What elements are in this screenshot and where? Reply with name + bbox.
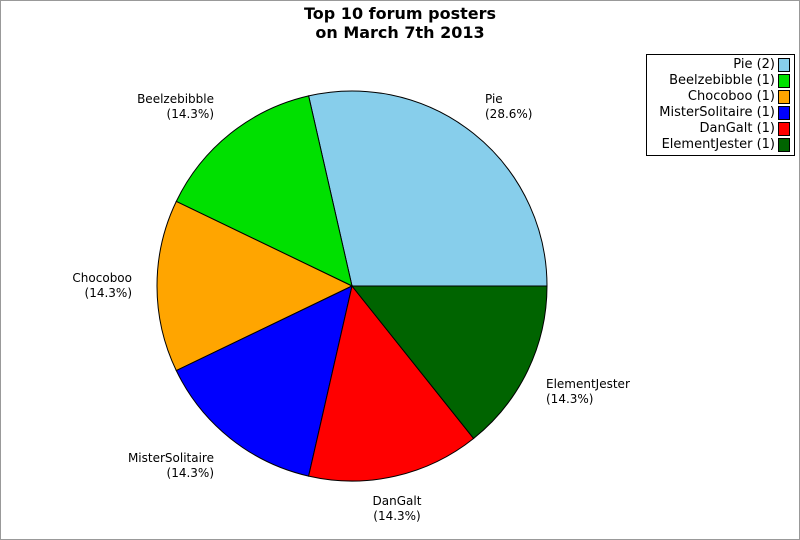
legend-color-swatch bbox=[778, 90, 790, 104]
pie-slice-chocoboo bbox=[156, 200, 354, 372]
legend-item-label: MisterSolitaire (1) bbox=[659, 105, 775, 120]
pie-slice-dangalt bbox=[308, 284, 475, 482]
slice-label-percent: (14.3%) bbox=[546, 392, 594, 406]
legend-item-label: Chocoboo (1) bbox=[687, 89, 775, 104]
legend-item-dangalt: DanGalt (1) bbox=[649, 121, 790, 137]
legend-item-label: Pie (2) bbox=[733, 57, 775, 72]
slice-label-name: MisterSolitaire bbox=[127, 451, 214, 465]
slice-label-dangalt: DanGalt (14.3%) bbox=[373, 494, 422, 524]
chart-title-line-2: on March 7th 2013 bbox=[315, 23, 485, 42]
legend: Pie (2) Beelzebibble (1) Chocoboo (1) Miste… bbox=[646, 54, 795, 156]
legend-color-swatch bbox=[778, 122, 790, 136]
legend-item-chocoboo: Chocoboo (1) bbox=[649, 89, 790, 105]
slice-label-mistersolitaire: MisterSolitaire (14.3%) bbox=[128, 451, 214, 481]
legend-item-label: DanGalt (1) bbox=[699, 121, 775, 136]
slice-label-name: Pie bbox=[485, 92, 503, 106]
legend-color-swatch bbox=[778, 58, 790, 72]
legend-color-swatch bbox=[778, 106, 790, 120]
slice-label-name: ElementJester bbox=[546, 377, 630, 391]
legend-item-label: Beelzebibble (1) bbox=[669, 73, 775, 88]
legend-color-swatch bbox=[778, 138, 790, 152]
slice-label-percent: (28.6%) bbox=[485, 107, 533, 121]
legend-item-elementjester: ElementJester (1) bbox=[649, 137, 790, 153]
legend-item-label: ElementJester (1) bbox=[661, 137, 775, 152]
slice-label-percent: (14.3%) bbox=[84, 286, 132, 300]
pie-slice-pie bbox=[308, 90, 548, 287]
slice-label-pie: Pie (28.6%) bbox=[485, 92, 532, 122]
slice-label-name: DanGalt bbox=[372, 494, 422, 508]
legend-item-beelzebibble: Beelzebibble (1) bbox=[649, 73, 790, 89]
slice-label-percent: (14.3%) bbox=[166, 466, 214, 480]
chart-title: Top 10 forum posters on March 7th 2013 bbox=[1, 4, 799, 42]
slice-label-percent: (14.3%) bbox=[373, 509, 421, 523]
pie-slice-beelzebibble bbox=[175, 95, 353, 287]
legend-item-pie: Pie (2) bbox=[649, 57, 790, 73]
slice-label-beelzebibble: Beelzebibble (14.3%) bbox=[137, 92, 214, 122]
pie-slice-mistersolitaire bbox=[175, 285, 353, 477]
slice-label-elementjester: ElementJester (14.3%) bbox=[546, 377, 630, 407]
legend-color-swatch bbox=[778, 74, 790, 88]
pie-slice-elementjester bbox=[350, 285, 548, 440]
legend-item-mistersolitaire: MisterSolitaire (1) bbox=[649, 105, 790, 121]
slice-label-name: Chocoboo bbox=[72, 271, 132, 285]
slice-label-chocoboo: Chocoboo (14.3%) bbox=[72, 271, 132, 301]
chart-title-line-1: Top 10 forum posters bbox=[304, 4, 496, 23]
slice-label-percent: (14.3%) bbox=[166, 107, 214, 121]
slice-label-name: Beelzebibble bbox=[137, 92, 214, 106]
